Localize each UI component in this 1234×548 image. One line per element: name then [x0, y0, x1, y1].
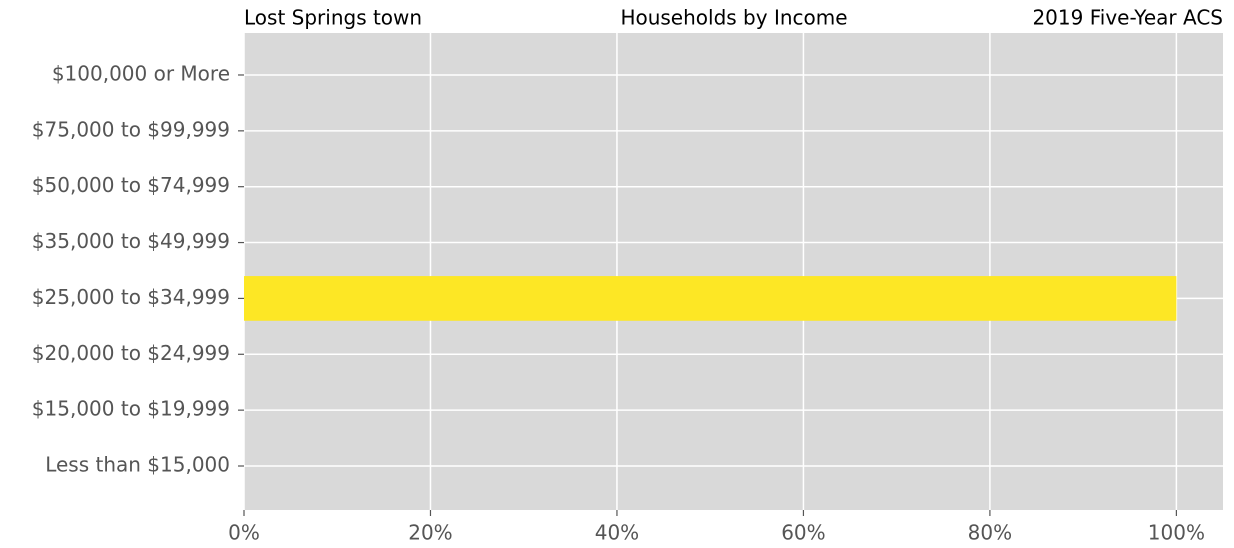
y-tick-label: Less than $15,000 — [45, 453, 230, 477]
y-tick-label: $15,000 to $19,999 — [32, 397, 230, 421]
y-tick-label: $25,000 to $34,999 — [32, 285, 230, 309]
y-tick-label: $50,000 to $74,999 — [32, 173, 230, 197]
x-tick-label: 60% — [781, 521, 825, 545]
y-tick-label: $100,000 or More — [52, 61, 230, 85]
bar — [244, 276, 1177, 321]
x-tick-label: 40% — [595, 521, 639, 545]
chart-title-right: 2019 Five-Year ACS — [1032, 6, 1223, 30]
chart-title-left: Lost Springs town — [244, 6, 422, 30]
x-tick-label: 80% — [968, 521, 1012, 545]
chart-title: Households by Income — [620, 6, 847, 30]
x-tick-label: 100% — [1148, 521, 1205, 545]
y-tick-label: $75,000 to $99,999 — [32, 117, 230, 141]
x-tick-label: 20% — [408, 521, 452, 545]
x-tick-label: 0% — [228, 521, 260, 545]
y-tick-label: $35,000 to $49,999 — [32, 229, 230, 253]
plot-area — [244, 33, 1223, 510]
y-tick-label: $20,000 to $24,999 — [32, 341, 230, 365]
